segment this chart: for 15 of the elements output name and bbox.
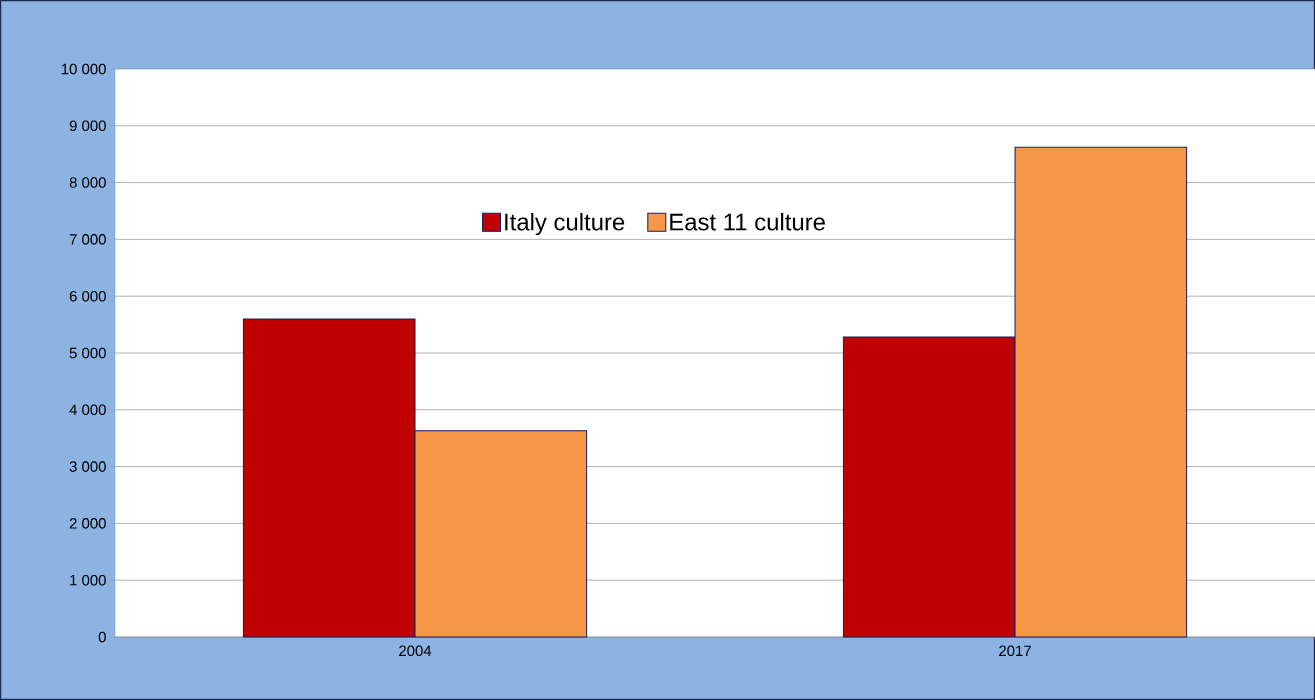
y-tick-label: 6 000 — [69, 290, 106, 302]
y-tick-label: 9 000 — [69, 120, 106, 132]
legend-label: Italy culture — [505, 212, 625, 236]
y-tick-label: 2 000 — [69, 518, 106, 529]
y-tick-label: 4 000 — [69, 404, 106, 416]
y-tick-label: 7 000 — [69, 234, 106, 245]
y-tick-label: 1 000 — [70, 574, 106, 586]
legend-label: East 11 culture — [670, 212, 825, 231]
y-tick-label: 8 000 — [69, 177, 106, 188]
x-tick-label: 2017 — [999, 645, 1031, 657]
x-tick-label: 2004 — [399, 645, 432, 657]
y-tick-label: 3 000 — [69, 461, 106, 472]
y-tick-label: 5 000 — [69, 347, 106, 359]
y-tick-label: 0 — [98, 631, 106, 643]
y-tick-label: 10 000 — [61, 63, 106, 75]
